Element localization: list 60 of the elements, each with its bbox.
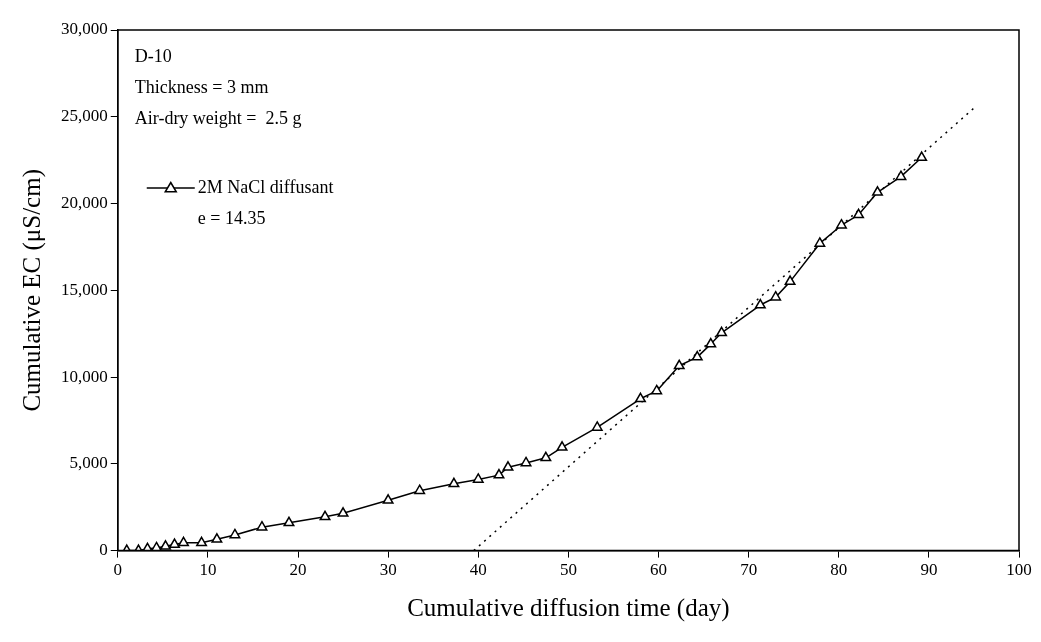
point bbox=[916, 151, 928, 162]
point bbox=[520, 456, 532, 467]
point bbox=[853, 208, 865, 219]
y-tick-label: 25,000 bbox=[61, 106, 108, 126]
point bbox=[691, 350, 703, 361]
x-tick-label: 50 bbox=[559, 560, 577, 580]
point bbox=[770, 290, 782, 301]
x-tick-label: 90 bbox=[920, 560, 938, 580]
point bbox=[895, 170, 907, 181]
point bbox=[178, 536, 190, 547]
point bbox=[319, 510, 331, 521]
x-tick-label: 0 bbox=[113, 560, 122, 580]
point bbox=[256, 520, 268, 531]
point bbox=[784, 275, 796, 286]
y-tick-label: 20,000 bbox=[61, 193, 108, 212]
point bbox=[754, 298, 766, 309]
point bbox=[591, 421, 603, 431]
point bbox=[493, 468, 505, 479]
y-tick-label: 0 bbox=[99, 540, 108, 560]
x-tick-label: 20 bbox=[289, 560, 307, 580]
point bbox=[448, 477, 460, 488]
point bbox=[556, 441, 568, 451]
legend-label: 2M NaCl diffusant bbox=[197, 176, 334, 197]
point bbox=[651, 384, 663, 395]
x-tick-label: 100 bbox=[1006, 560, 1032, 580]
point bbox=[169, 538, 181, 549]
y-tick-label: 5,000 bbox=[69, 453, 108, 473]
point bbox=[502, 461, 514, 471]
point bbox=[196, 536, 208, 547]
x-tick-label: 80 bbox=[830, 560, 848, 580]
x-tick-label: 70 bbox=[740, 560, 758, 580]
x-tick-label: 30 bbox=[379, 560, 397, 580]
point bbox=[160, 540, 172, 550]
point bbox=[814, 237, 826, 247]
point bbox=[871, 186, 884, 196]
annotation: D-10 bbox=[134, 45, 172, 66]
annotation: Thickness = 3 mm bbox=[134, 76, 269, 97]
point bbox=[835, 218, 847, 229]
point bbox=[211, 533, 223, 543]
point bbox=[540, 451, 552, 462]
y-axis-title: Cumulative EC (μS/cm) bbox=[17, 169, 46, 412]
annotation: e = 14.35 bbox=[197, 207, 266, 228]
x-tick-label: 60 bbox=[650, 560, 667, 580]
x-axis-title: Cumulative diffusion time (day) bbox=[407, 593, 730, 622]
point bbox=[382, 494, 394, 504]
point bbox=[283, 516, 295, 527]
y-tick-label: 15,000 bbox=[61, 279, 108, 299]
point bbox=[229, 528, 241, 539]
point bbox=[716, 326, 728, 337]
point bbox=[472, 473, 484, 483]
point bbox=[705, 337, 717, 348]
point bbox=[414, 484, 426, 495]
point bbox=[673, 359, 685, 370]
y-tick-label: 30,000 bbox=[61, 19, 108, 39]
x-tick-label: 10 bbox=[199, 560, 217, 580]
x-tick-label: 40 bbox=[469, 560, 487, 580]
point bbox=[337, 507, 349, 517]
y-tick-label: 10,000 bbox=[61, 366, 108, 386]
point bbox=[634, 392, 646, 403]
annotation: Air-dry weight = 2.5 g bbox=[134, 107, 302, 128]
